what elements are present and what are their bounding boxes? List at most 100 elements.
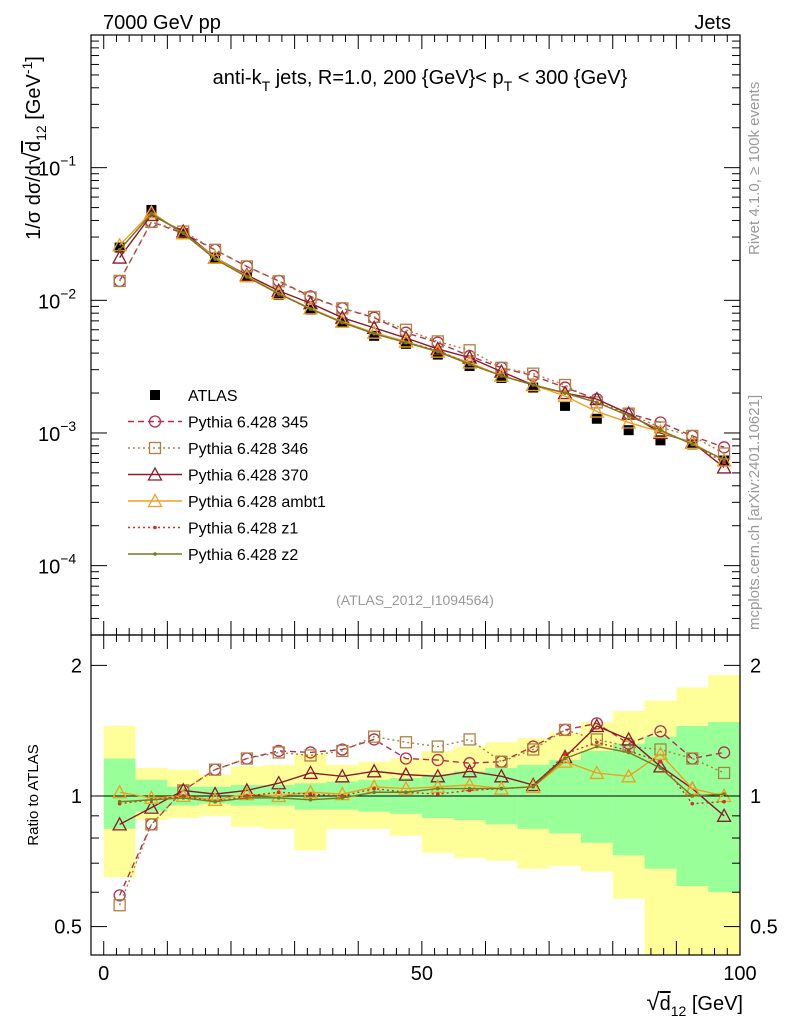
xlabel-root: √ (646, 989, 660, 1016)
main-data-point (435, 349, 440, 354)
legend-label: Pythia 6.428 370 (188, 468, 308, 485)
ratio-data-point (334, 768, 350, 783)
ylabel-d: d (23, 141, 45, 152)
main-data-point (722, 460, 726, 465)
ratio-data-point (272, 746, 285, 759)
category-label: Jets (694, 12, 731, 34)
ratio-series-pythia-6-428-370 (112, 718, 732, 831)
ratio-data-point (626, 750, 631, 755)
ratio-data-point (531, 784, 536, 789)
ratio-data-point (430, 778, 446, 793)
axes: 0 50 100 10−1 10−2 10−3 10−4 0.5 0.5 1 1 2 2 (38, 34, 778, 985)
x-tick-label: 0 (98, 963, 109, 985)
ratio-data-point (716, 807, 732, 822)
title-end: < 300 {GeV} (512, 67, 627, 89)
main-data-point (271, 282, 287, 297)
ratio-data-point (240, 752, 254, 765)
legend-entry: Pythia 6.428 345 (128, 415, 308, 432)
ratio-data-point (308, 797, 313, 802)
ratio-data-point (690, 794, 695, 798)
ratio-data-point (302, 784, 319, 799)
ratio-data-point (527, 743, 540, 756)
ratio-data-point (245, 796, 249, 800)
title-mid: jets, R=1.0, 200 {GeV}< p (270, 67, 504, 89)
ratio-data-point (399, 752, 413, 765)
main-data-point (245, 275, 249, 279)
main-y-tick-label: 10−2 (38, 285, 76, 313)
ratio-data-point (208, 763, 222, 776)
main-data-point (595, 400, 599, 405)
ratio-data-point (336, 744, 349, 758)
ratio-data-point (113, 899, 126, 912)
main-data-point (589, 403, 605, 418)
ratio-data-point (722, 799, 726, 804)
legend-marker (150, 390, 160, 400)
ratio-data-point (595, 740, 599, 745)
ratio-data-point (652, 746, 669, 761)
ratio-data-point (563, 756, 567, 761)
main-data-point (560, 400, 571, 411)
ratio-band-inner (612, 743, 645, 856)
ratio-data-point (684, 780, 700, 795)
ratio-data-point (558, 723, 572, 737)
ratio-data-point (435, 786, 440, 791)
main-y-axis-label: 1/σ dσ/d√d12 [GeV-1] (19, 56, 49, 240)
ratio-data-point (621, 731, 637, 746)
main-data-point (340, 320, 345, 325)
ratio-data-point (461, 763, 478, 778)
main-data-point (175, 225, 191, 240)
main-data-point (621, 405, 637, 420)
ylabel-unit-pre: [GeV (23, 73, 45, 125)
main-data-point (690, 442, 695, 447)
xlabel-d-sub: 12 (671, 1003, 687, 1019)
ylabel-pre: 1/σ dσ/d (23, 165, 45, 240)
main-data-point (208, 243, 222, 257)
ratio-data-point (590, 717, 603, 730)
x-tick-label: 50 (411, 963, 433, 985)
x-tick-label: 100 (723, 963, 756, 985)
main-y-tick-label: 10−4 (38, 551, 76, 579)
ratio-series-line (119, 753, 725, 801)
plot-title: anti-kT jets, R=1.0, 200 {GeV}< pT < 300… (213, 67, 628, 94)
main-series (112, 204, 732, 474)
main-data-point (461, 354, 478, 369)
ratio-data-point (271, 788, 287, 803)
ratio-data-point (213, 799, 217, 804)
ratio-data-point (404, 790, 408, 795)
ratio-data-point (431, 740, 444, 753)
legend-label: Pythia 6.428 z2 (188, 547, 298, 564)
ratio-data-point (367, 730, 381, 743)
main-data-point (557, 388, 573, 403)
ratio-data-point (690, 801, 695, 806)
ratio-data-point (366, 763, 382, 778)
x-axis-label: √d12 [GeV] (646, 989, 743, 1019)
main-data-point (716, 452, 732, 467)
analysis-watermark: (ATLAS_2012_I1094564) (336, 592, 494, 608)
main-y-tick-label: 10−1 (38, 153, 76, 181)
ratio-data-point (302, 765, 319, 780)
ratio-data-point (467, 786, 472, 791)
ratio-data-point (143, 799, 160, 814)
ratio-data-point (276, 790, 281, 795)
main-data-point (114, 242, 125, 253)
title-sub-2: T (504, 78, 513, 94)
main-data-point (112, 249, 128, 264)
ratio-data-point (463, 757, 476, 770)
main-data-point (658, 428, 663, 432)
main-data-point (716, 459, 732, 474)
ratio-data-point (717, 746, 731, 759)
main-data-point (655, 435, 666, 446)
ratio-data-point (658, 766, 663, 770)
main-data-point (528, 382, 539, 393)
ratio-data-point (143, 790, 160, 805)
ratio-series-line (118, 722, 725, 896)
ratio-data-point (276, 796, 281, 800)
main-data-point (621, 414, 637, 429)
ratio-data-point (308, 792, 313, 796)
main-data-point (372, 331, 376, 336)
main-y-tick-label: 10−3 (38, 418, 76, 446)
ylabel-unit-sup: -1 (19, 61, 35, 74)
ratio-data-point (431, 753, 444, 767)
legend-label: Pythia 6.428 z1 (188, 521, 298, 538)
